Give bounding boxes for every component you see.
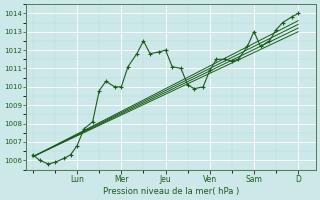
X-axis label: Pression niveau de la mer( hPa ): Pression niveau de la mer( hPa ) xyxy=(103,187,239,196)
